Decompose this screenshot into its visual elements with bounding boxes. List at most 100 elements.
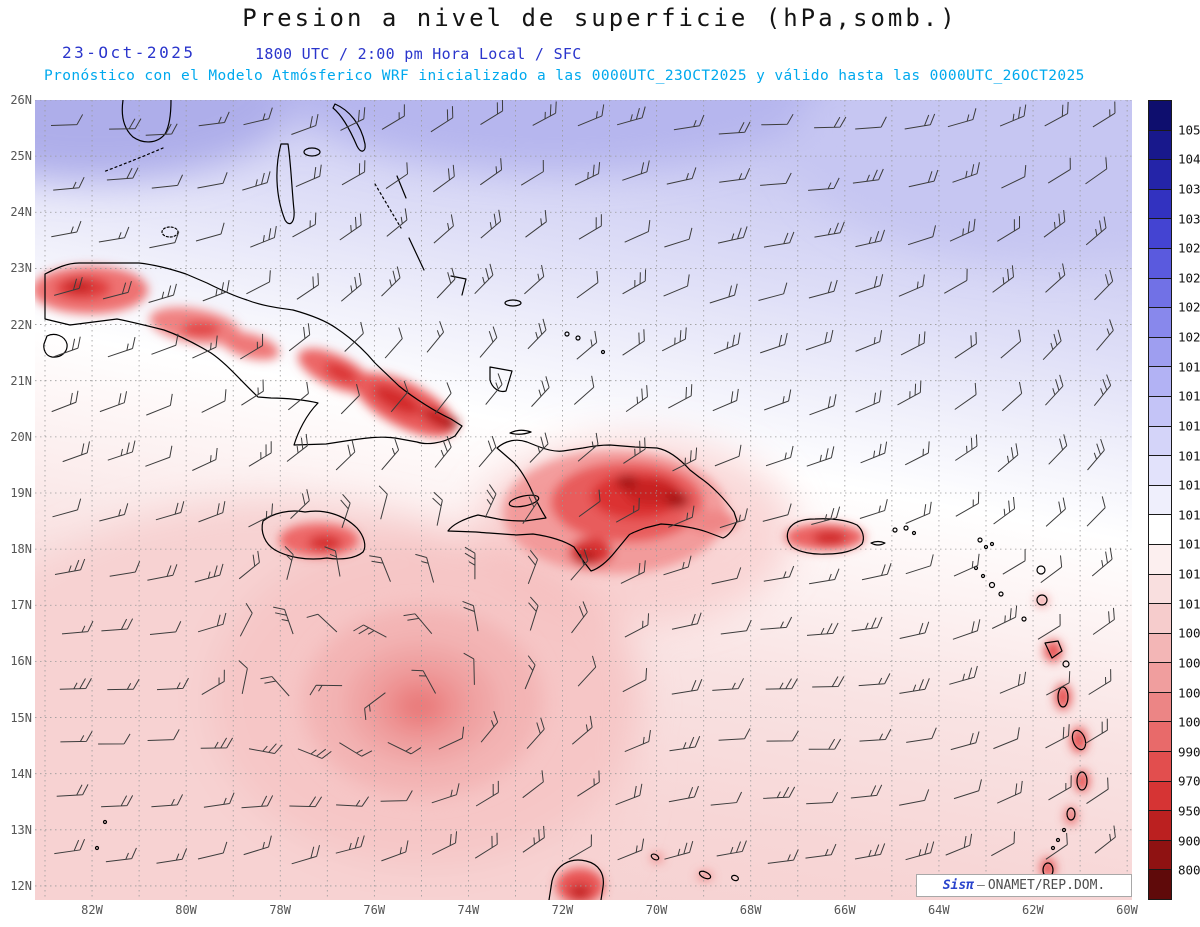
wind-barb: [203, 792, 235, 808]
wind-barb: [720, 619, 752, 635]
wind-barb: [673, 114, 705, 131]
wind-barb: [568, 834, 592, 860]
wind-barb: [147, 564, 178, 581]
wind-barb: [809, 568, 840, 585]
colorbar-cell: [1149, 691, 1171, 722]
wind-barb: [855, 229, 886, 248]
wind-barb: [1002, 549, 1026, 575]
wind-barb: [905, 841, 935, 861]
wind-barb: [576, 330, 598, 360]
wind-barb: [1047, 157, 1071, 184]
colorbar-label: 1022: [1178, 299, 1200, 315]
island-low-pressure-cores: [35, 266, 1089, 900]
wind-barb: [198, 501, 226, 523]
wind-barb: [1092, 101, 1116, 128]
wind-barb: [859, 499, 888, 519]
lat-tick-label: 18N: [10, 542, 32, 557]
coastline-st-martin: [977, 537, 983, 543]
wind-barb: [295, 164, 322, 188]
wind-barb: [758, 282, 788, 301]
wind-barb: [900, 331, 926, 356]
colorbar: [1148, 100, 1172, 900]
colorbar-label: 1018: [1178, 388, 1200, 404]
wind-barb: [1037, 614, 1061, 640]
wind-barb: [53, 176, 85, 191]
wind-barb: [711, 567, 742, 585]
lon-tick-label: 80W: [175, 903, 197, 917]
colorbar-cell: [1149, 277, 1171, 308]
coastline-exumas: [374, 183, 402, 229]
wind-barb: [156, 848, 188, 864]
wind-barb: [241, 795, 274, 809]
wind-barb: [340, 107, 366, 131]
coastline-st-kitts: [988, 581, 996, 589]
wind-barb: [286, 433, 309, 462]
wind-barb: [762, 503, 792, 522]
wind-barb: [434, 382, 452, 415]
credit-box: Sisπ – ONAMET/REP.DOM.: [916, 874, 1132, 897]
wind-barb: [431, 831, 458, 855]
wind-barb: [197, 172, 228, 189]
colorbar-label: 1019: [1178, 359, 1200, 375]
wind-barb: [1087, 438, 1105, 471]
wind-barb: [522, 825, 545, 853]
wind-barb: [149, 621, 182, 635]
wind-barb: [908, 169, 939, 188]
wind-barb: [671, 679, 703, 695]
wind-barb: [201, 389, 227, 413]
wind-barb: [51, 220, 82, 238]
wind-barb: [194, 563, 224, 583]
wind-barb: [905, 501, 932, 524]
wind-barb: [197, 612, 227, 633]
colorbar-cell: [1149, 662, 1171, 692]
wind-barb: [859, 728, 892, 742]
wind-barb: [309, 684, 343, 696]
wind-barb: [239, 603, 253, 637]
wind-barb: [291, 844, 320, 865]
lon-tick-label: 62W: [1022, 903, 1044, 917]
coastline-grenadines: [1061, 827, 1067, 833]
wind-barb: [954, 382, 977, 410]
wind-barb: [664, 841, 694, 860]
wind-barb: [852, 168, 884, 184]
wind-barb: [248, 503, 274, 528]
colorbar-label: 1013: [1178, 536, 1200, 552]
wind-barb: [522, 491, 538, 524]
wind-barb: [474, 832, 498, 859]
colorbar-cell: [1149, 839, 1171, 870]
wind-barb: [201, 669, 225, 696]
wind-barb: [339, 213, 362, 241]
wind-barb: [952, 162, 980, 183]
wind-barb: [991, 605, 1018, 629]
wind-barb: [475, 780, 499, 807]
wind-barb: [340, 383, 360, 415]
wind-barb: [462, 600, 479, 632]
wind-barb: [953, 779, 982, 800]
lat-tick-label: 15N: [10, 710, 32, 725]
wind-barb: [767, 849, 799, 864]
wind-barb: [617, 838, 645, 861]
wind-barb: [532, 101, 557, 126]
wind-barb: [101, 795, 134, 808]
wind-barb: [719, 508, 748, 529]
wind-barb: [380, 790, 413, 802]
coastline-caicos: [564, 331, 570, 337]
wind-barb: [1096, 319, 1114, 351]
wind-barb: [949, 218, 976, 242]
wind-barb: [573, 375, 595, 405]
wind-barb: [353, 624, 387, 638]
wind-barb: [622, 160, 650, 181]
wind-barb: [661, 327, 687, 352]
wind-barb: [151, 794, 184, 808]
wind-barb: [1000, 329, 1022, 359]
lat-tick-label: 22N: [10, 317, 32, 332]
wind-barb: [531, 376, 550, 407]
colorbar-label: 1010: [1178, 596, 1200, 612]
wind-barb: [291, 114, 319, 135]
colorbar-cells: [1149, 101, 1171, 900]
wind-barb: [668, 384, 693, 409]
wind-barb: [464, 546, 476, 580]
colorbar-label: 1028: [1178, 240, 1200, 256]
coastline-montserrat: [1021, 616, 1027, 622]
wind-barb: [1046, 671, 1071, 696]
